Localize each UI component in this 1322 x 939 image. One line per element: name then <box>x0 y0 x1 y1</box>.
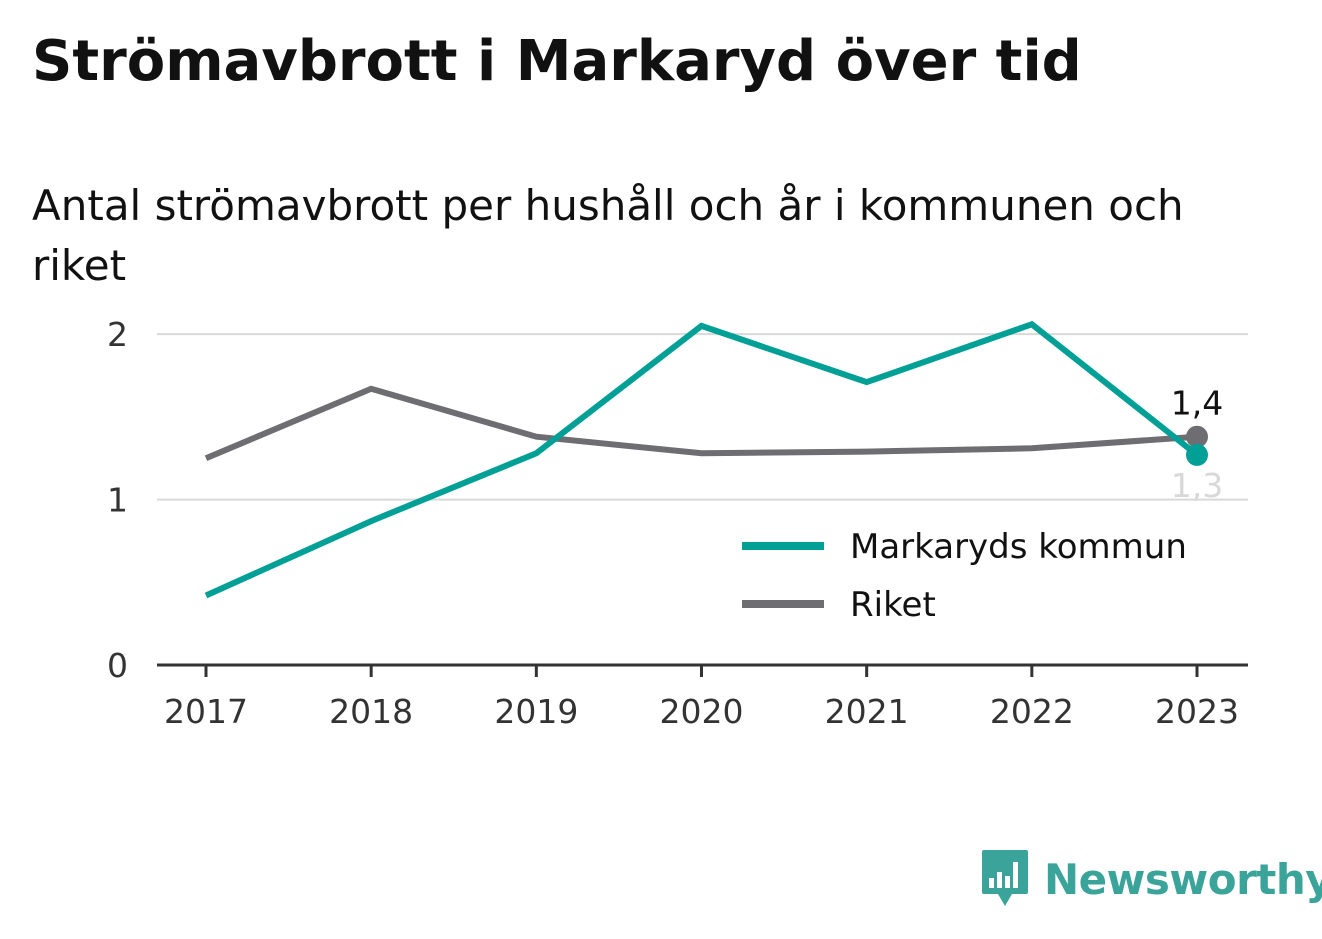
series-end-marker-riket <box>1186 425 1208 448</box>
x-tick-label: 2022 <box>990 692 1074 731</box>
end-label-riket: 1,4 <box>1171 384 1223 423</box>
x-tick-label: 2019 <box>494 692 578 731</box>
legend-label-riket: Riket <box>850 585 936 625</box>
end-label-markaryds-kommun: 1,3 <box>1171 466 1223 505</box>
chart-title: Strömavbrott i Markaryd över tid <box>32 29 1082 94</box>
x-tick-label: 2021 <box>825 692 909 731</box>
series-line-riket <box>204 385 1198 461</box>
chart-subtitle: Antal strömavbrott per hushåll och år i … <box>32 181 1184 290</box>
legend-label-markaryds-kommun: Markaryds kommun <box>850 527 1187 567</box>
brand-logo: Newsworthy <box>980 848 1322 910</box>
x-tick-label: 2017 <box>164 692 248 731</box>
bar-chart-speech-bubble-icon <box>982 850 1028 906</box>
brand-name: Newsworthy <box>1044 854 1322 904</box>
y-tick-label: 1 <box>107 481 128 520</box>
x-tick-label: 2020 <box>660 692 744 731</box>
x-tick-label: 2018 <box>329 692 413 731</box>
y-tick-label: 2 <box>107 315 128 354</box>
x-tick-label: 2023 <box>1155 692 1239 731</box>
series-end-marker-markaryds-kommun <box>1186 443 1208 466</box>
y-tick-label: 0 <box>107 646 128 685</box>
series-line-markaryds-kommun <box>204 320 1199 599</box>
